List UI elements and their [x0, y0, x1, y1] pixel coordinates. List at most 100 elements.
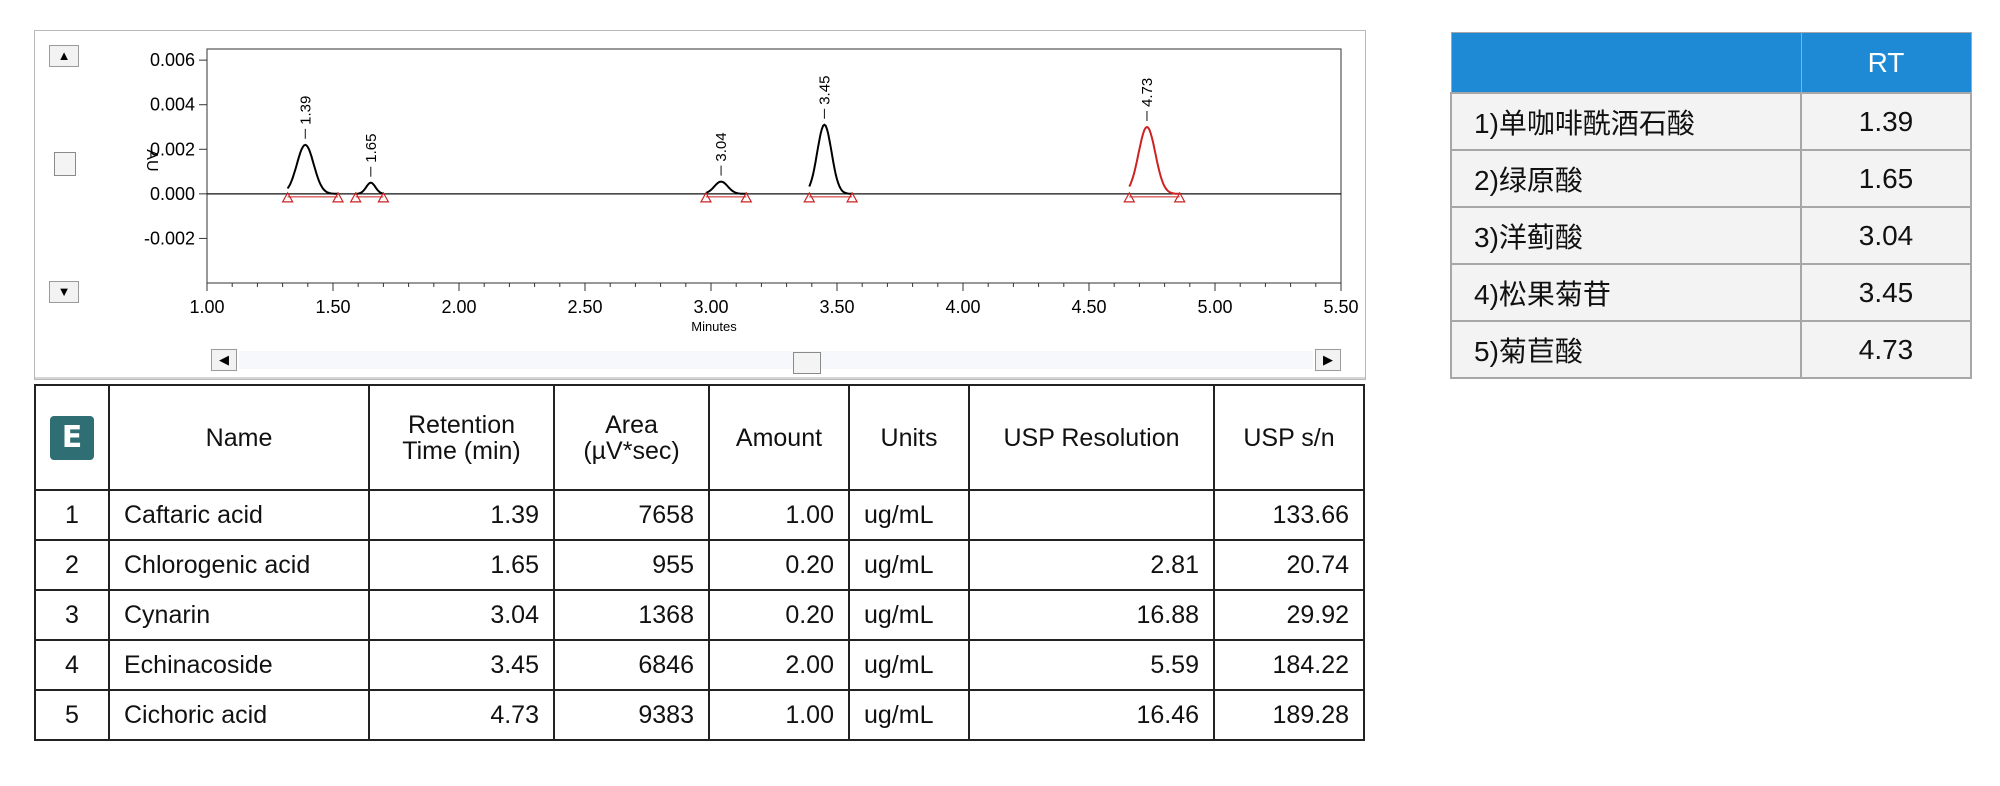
rt-value: 3.45 [1800, 263, 1972, 322]
col-header-units[interactable]: Units [848, 384, 970, 491]
peak-marker [377, 191, 390, 203]
units-cell: ug/mL [848, 689, 970, 741]
usp-resolution-cell: 16.88 [968, 589, 1215, 641]
usp-sn-cell: 184.22 [1213, 639, 1365, 691]
y-tick-label: 0.004 [150, 95, 195, 115]
peak-trace [355, 181, 384, 195]
rt-header-blank [1450, 32, 1802, 94]
table-row[interactable]: 4 Echinacoside 3.45 6846 2.00 ug/mL 5.59 184.22 [34, 639, 1365, 691]
peak-area-cell: 6846 [553, 639, 710, 691]
peak-marker [846, 191, 859, 203]
compound-name-cell: Cynarin [108, 589, 370, 641]
peak-marker [332, 191, 345, 203]
x-tick-label: 3.50 [819, 297, 854, 317]
col-header-name[interactable]: Name [108, 384, 370, 491]
rt-header-row: RT [1450, 32, 1972, 94]
row-number-cell: 3 [34, 589, 110, 641]
row-number-cell: 1 [34, 489, 110, 541]
peak-label: 4.73 [1139, 78, 1156, 107]
row-number-cell: 4 [34, 639, 110, 691]
rt-value: 3.04 [1800, 206, 1972, 265]
amount-cell: 1.00 [708, 489, 850, 541]
peak-area-cell: 7658 [553, 489, 710, 541]
rt-row: 5)菊苣酸 4.73 [1450, 320, 1972, 379]
compound-name-cell: Chlorogenic acid [108, 539, 370, 591]
col-header-usp-sn[interactable]: USP s/n [1213, 384, 1365, 491]
col-header-retention-time[interactable]: Retention Time (min) [368, 384, 555, 491]
rt-row: 2)绿原酸 1.65 [1450, 149, 1972, 208]
chromatogram-plot: 0.006 0.004 0.002 0.000 -0.002 1.00 1.50 2.00 2.… [143, 48, 1359, 334]
usp-resolution-cell: 5.59 [968, 639, 1215, 691]
vertical-scrollbar[interactable]: ▲ ▼ [49, 45, 81, 303]
compound-name-cell: Caftaric acid [108, 489, 370, 541]
peak-marker [699, 191, 712, 203]
peak-marker [803, 191, 816, 203]
empower-logo-cell: E [34, 384, 110, 491]
row-number-cell: 5 [34, 689, 110, 741]
y-tick-label: -0.002 [144, 228, 195, 248]
scroll-down-button[interactable]: ▼ [49, 281, 79, 303]
x-tick-label: 2.50 [567, 297, 602, 317]
peak-trace [705, 180, 747, 195]
usp-sn-cell: 20.74 [1213, 539, 1365, 591]
plot-frame [206, 48, 1342, 284]
rt-row: 1)单咖啡酰酒石酸 1.39 [1450, 92, 1972, 151]
compound-name-cell: Echinacoside [108, 639, 370, 691]
peak-marker [1123, 191, 1136, 203]
y-tick-label: 0.000 [150, 184, 195, 204]
scroll-right-button[interactable]: ▶ [1315, 349, 1341, 371]
amount-cell: 2.00 [708, 639, 850, 691]
col-header-amount[interactable]: Amount [708, 384, 850, 491]
horizontal-scroll-thumb[interactable] [793, 352, 821, 374]
scroll-left-button[interactable]: ◀ [211, 349, 237, 371]
x-tick-label: 1.50 [315, 297, 350, 317]
rt-compound-name: 2)绿原酸 [1450, 149, 1802, 208]
x-tick-label: 5.00 [1197, 297, 1232, 317]
panel-divider [35, 377, 1365, 379]
units-cell: ug/mL [848, 639, 970, 691]
usp-resolution-cell: 2.81 [968, 539, 1215, 591]
peak-marker [1173, 191, 1186, 203]
retention-time-cell: 4.73 [368, 689, 555, 741]
rt-row: 4)松果菊苷 3.45 [1450, 263, 1972, 322]
usp-resolution-cell [968, 489, 1215, 541]
x-tick-label: 4.00 [945, 297, 980, 317]
peak-trace [286, 143, 338, 195]
peak-label: 3.45 [816, 76, 833, 105]
usp-sn-cell: 189.28 [1213, 689, 1365, 741]
table-row[interactable]: 3 Cynarin 3.04 1368 0.20 ug/mL 16.88 29.92 [34, 589, 1365, 641]
peak-marker [281, 191, 294, 203]
retention-time-cell: 1.39 [368, 489, 555, 541]
peak-area-cell: 955 [553, 539, 710, 591]
rt-header-label: RT [1800, 32, 1972, 94]
rt-compound-name: 5)菊苣酸 [1450, 320, 1802, 379]
results-table: E Name Retention Time (min) Area (µV*sec… [34, 384, 1365, 741]
horizontal-scrollbar[interactable]: ◀ ▶ [211, 347, 1341, 374]
y-tick-label: 0.006 [150, 50, 195, 70]
peak-label: 3.04 [713, 132, 730, 161]
y-tick-label: 0.002 [150, 139, 195, 159]
rt-value: 1.39 [1800, 92, 1972, 151]
table-row[interactable]: 2 Chlorogenic acid 1.65 955 0.20 ug/mL 2.81 20.… [34, 539, 1365, 591]
chromatogram-panel: 0.006 0.004 0.002 0.000 -0.002 1.00 1.50 2.00 2.… [34, 30, 1366, 380]
units-cell: ug/mL [848, 539, 970, 591]
peak-marker [740, 191, 753, 203]
col-header-area[interactable]: Area (µV*sec) [553, 384, 710, 491]
rt-legend-table: RT 1)单咖啡酰酒石酸 1.39 2)绿原酸 1.65 3)洋蓟酸 3.04 4)松果菊苷… [1450, 32, 1972, 379]
empower-logo-icon: E [50, 415, 94, 460]
row-number-cell: 2 [34, 539, 110, 591]
rt-row: 3)洋蓟酸 3.04 [1450, 206, 1972, 265]
table-row[interactable]: 1 Caftaric acid 1.39 7658 1.00 ug/mL 133.66 [34, 489, 1365, 541]
vertical-scroll-thumb[interactable] [54, 152, 76, 176]
peak-label: 1.39 [297, 96, 314, 125]
scroll-up-button[interactable]: ▲ [49, 45, 79, 67]
peak-trace [808, 123, 853, 195]
x-tick-label: 5.50 [1323, 297, 1358, 317]
x-tick-label: 4.50 [1071, 297, 1106, 317]
horizontal-scroll-track[interactable] [239, 351, 1313, 374]
peak-area-cell: 9383 [553, 689, 710, 741]
table-row[interactable]: 5 Cichoric acid 4.73 9383 1.00 ug/mL 16.46 189.… [34, 689, 1365, 741]
col-header-usp-resolution[interactable]: USP Resolution [968, 384, 1215, 491]
compound-name-cell: Cichoric acid [108, 689, 370, 741]
x-tick-label: 1.00 [189, 297, 224, 317]
